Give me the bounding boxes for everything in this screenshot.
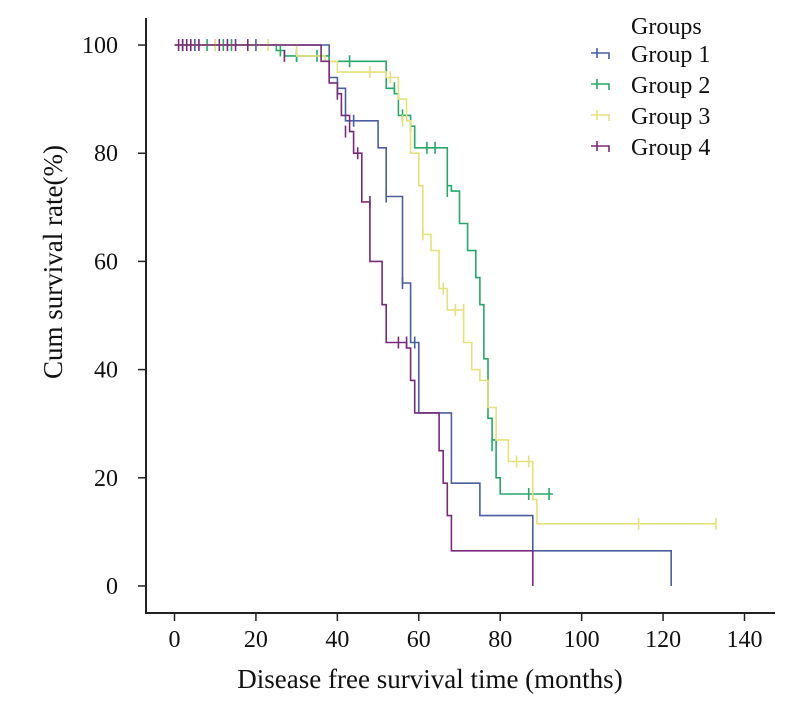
y-tick-label: 100: [82, 33, 118, 59]
legend-label: Group 3: [631, 104, 710, 130]
legend-items: Group 1 Group 2 Group 3 Group 4: [591, 42, 710, 161]
series-group-4: [174, 39, 534, 586]
legend-label: Group 2: [631, 73, 710, 99]
y-axis-ticks: 0 20 40 60 80 100: [82, 33, 146, 600]
x-tick-label: 40: [325, 627, 349, 653]
legend-label: Group 1: [631, 42, 710, 68]
x-tick-label: 80: [488, 627, 512, 653]
y-tick-label: 20: [94, 466, 118, 492]
legend-title: Groups: [631, 14, 702, 40]
x-tick-label: 60: [407, 627, 431, 653]
y-tick-label: 60: [94, 249, 118, 275]
y-tick-label: 40: [94, 358, 118, 384]
legend-swatch: [591, 48, 610, 59]
y-tick-label: 0: [106, 574, 118, 600]
legend-item: Group 1: [591, 42, 710, 68]
series-group-1: [174, 39, 672, 586]
x-tick-label: 140: [727, 627, 763, 653]
x-tick-label: 20: [244, 627, 268, 653]
legend-swatch: [591, 141, 610, 152]
x-axis-ticks: 0 20 40 60 80 100 120 140: [169, 613, 763, 653]
x-tick-label: 0: [169, 627, 181, 653]
legend-label: Group 4: [631, 135, 710, 161]
legend-item: Group 2: [591, 73, 710, 99]
series-layer: [174, 39, 717, 586]
legend-item: Group 3: [591, 104, 710, 130]
legend-swatch: [591, 79, 610, 90]
legend-swatch: [591, 110, 610, 121]
x-tick-label: 100: [564, 627, 600, 653]
series-line-group-1: [174, 44, 672, 586]
legend-item: Group 4: [591, 135, 710, 161]
legend: Groups Group 1 Group 2 Group 3 Group 4: [591, 14, 710, 161]
series-line-group-4: [174, 44, 534, 586]
y-axis-title: Cum survival rate(%): [38, 145, 68, 379]
series-line-group-3: [174, 44, 716, 525]
x-tick-label: 120: [645, 627, 681, 653]
y-tick-label: 80: [94, 141, 118, 167]
x-axis-title: Disease free survival time (months): [237, 664, 622, 694]
